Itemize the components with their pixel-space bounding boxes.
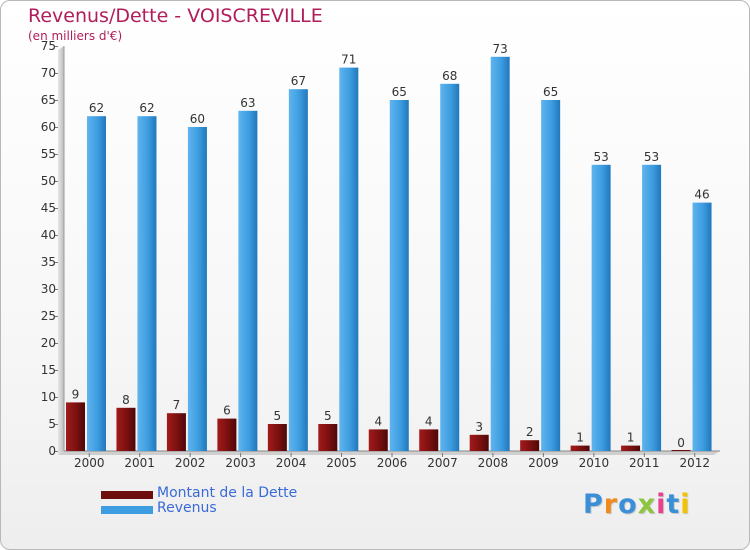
y-tick-label: 70 (41, 66, 56, 80)
bar-revenus (339, 67, 359, 451)
chart-title: Revenus/Dette - VOISCREVILLE (28, 5, 323, 27)
logo-letter: i (680, 489, 691, 520)
bar-debt (217, 418, 237, 451)
legend-label-debt: Montant de la Dette (157, 485, 298, 501)
bar-debt (520, 440, 540, 451)
data-label-debt: 7 (173, 398, 181, 412)
data-label-debt: 4 (425, 414, 433, 428)
y-tick-label: 45 (41, 201, 56, 215)
y-tick-label: 55 (41, 147, 56, 161)
y-tick-label: 25 (41, 309, 56, 323)
bar-debt (66, 402, 85, 451)
x-tick-label: 2007 (427, 456, 458, 470)
bar-debt (469, 434, 489, 451)
x-tick-label: 2001 (124, 456, 155, 470)
y-tick-label: 10 (41, 390, 56, 404)
logo-letter: i (656, 489, 667, 520)
chart-subtitle: (en milliers d'€) (28, 29, 123, 43)
bar-revenus (541, 100, 561, 451)
x-tick-label: 2005 (326, 456, 357, 470)
y-tick-label: 35 (41, 255, 56, 269)
bar-debt (318, 424, 338, 451)
data-label-revenus: 68 (442, 69, 457, 83)
y-tick-label: 5 (48, 417, 56, 431)
data-label-debt: 4 (374, 414, 382, 428)
data-label-revenus: 65 (392, 85, 407, 99)
y-axis-wall (58, 46, 64, 455)
data-label-debt: 5 (324, 409, 332, 423)
logo-letter: o (618, 489, 638, 520)
bar-debt (166, 413, 186, 451)
logo-letter: r (603, 489, 619, 520)
y-tick-label: 0 (48, 444, 56, 458)
legend-label-revenus: Revenus (157, 500, 217, 516)
data-label-revenus: 71 (341, 53, 356, 67)
data-label-debt: 5 (274, 409, 282, 423)
data-label-debt: 9 (72, 387, 80, 401)
y-tick-label: 30 (41, 282, 56, 296)
logo-letter: x (637, 489, 657, 520)
data-label-revenus: 62 (139, 101, 154, 115)
x-tick-label: 2011 (629, 456, 660, 470)
data-label-revenus: 63 (240, 96, 255, 110)
y-tick-label: 65 (41, 93, 56, 107)
data-label-debt: 8 (122, 393, 130, 407)
bar-debt (267, 424, 287, 451)
bar-revenus (87, 116, 106, 451)
bar-revenus (137, 116, 157, 451)
y-tick-label: 50 (41, 174, 56, 188)
x-tick-label: 2000 (74, 456, 105, 470)
logo-letter: P (583, 489, 604, 520)
data-label-revenus: 60 (190, 112, 205, 126)
proxiti-logo: Proxiti (583, 489, 691, 520)
bar-revenus (642, 164, 662, 452)
y-tick-label: 75 (41, 39, 56, 53)
data-label-revenus: 62 (89, 101, 104, 115)
y-tick-label: 40 (41, 228, 56, 242)
data-label-revenus: 65 (543, 85, 558, 99)
bar-debt (419, 429, 439, 451)
logo-letter: t (666, 489, 681, 520)
data-label-debt: 1 (576, 431, 584, 445)
x-tick-label: 2012 (679, 456, 710, 470)
data-label-debt: 3 (475, 420, 483, 434)
legend-swatch-debt (101, 491, 153, 499)
data-label-revenus: 53 (593, 150, 608, 164)
x-tick-label: 2008 (478, 456, 509, 470)
data-label-revenus: 67 (291, 74, 306, 88)
x-tick-label: 2003 (225, 456, 256, 470)
x-tick-label: 2002 (175, 456, 206, 470)
x-tick-label: 2006 (377, 456, 408, 470)
data-label-debt: 2 (526, 425, 534, 439)
legend-swatch-revenus (101, 506, 153, 514)
bar-debt (368, 429, 388, 451)
bar-revenus (288, 89, 308, 451)
bar-revenus (238, 110, 258, 452)
bar-revenus (389, 100, 409, 451)
data-label-debt: 6 (223, 404, 231, 418)
y-tick-label: 15 (41, 363, 56, 377)
x-axis-floor (58, 451, 720, 455)
bar-revenus (591, 164, 611, 452)
bar-debt (671, 450, 691, 451)
bar-revenus (187, 127, 207, 451)
y-tick-label: 20 (41, 336, 56, 350)
bar-debt (621, 445, 641, 451)
y-tick-label: 60 (41, 120, 56, 134)
data-label-debt: 1 (627, 431, 635, 445)
data-label-revenus: 46 (694, 188, 709, 202)
bar-revenus (692, 202, 712, 451)
x-tick-label: 2010 (579, 456, 610, 470)
data-label-debt: 0 (677, 436, 685, 450)
bar-debt (116, 407, 136, 451)
bar-revenus (440, 83, 460, 452)
x-tick-label: 2004 (276, 456, 307, 470)
data-label-revenus: 73 (493, 42, 508, 56)
bar-revenus (490, 56, 510, 452)
data-label-revenus: 53 (644, 150, 659, 164)
x-tick-label: 2009 (528, 456, 559, 470)
bar-debt (570, 445, 590, 451)
